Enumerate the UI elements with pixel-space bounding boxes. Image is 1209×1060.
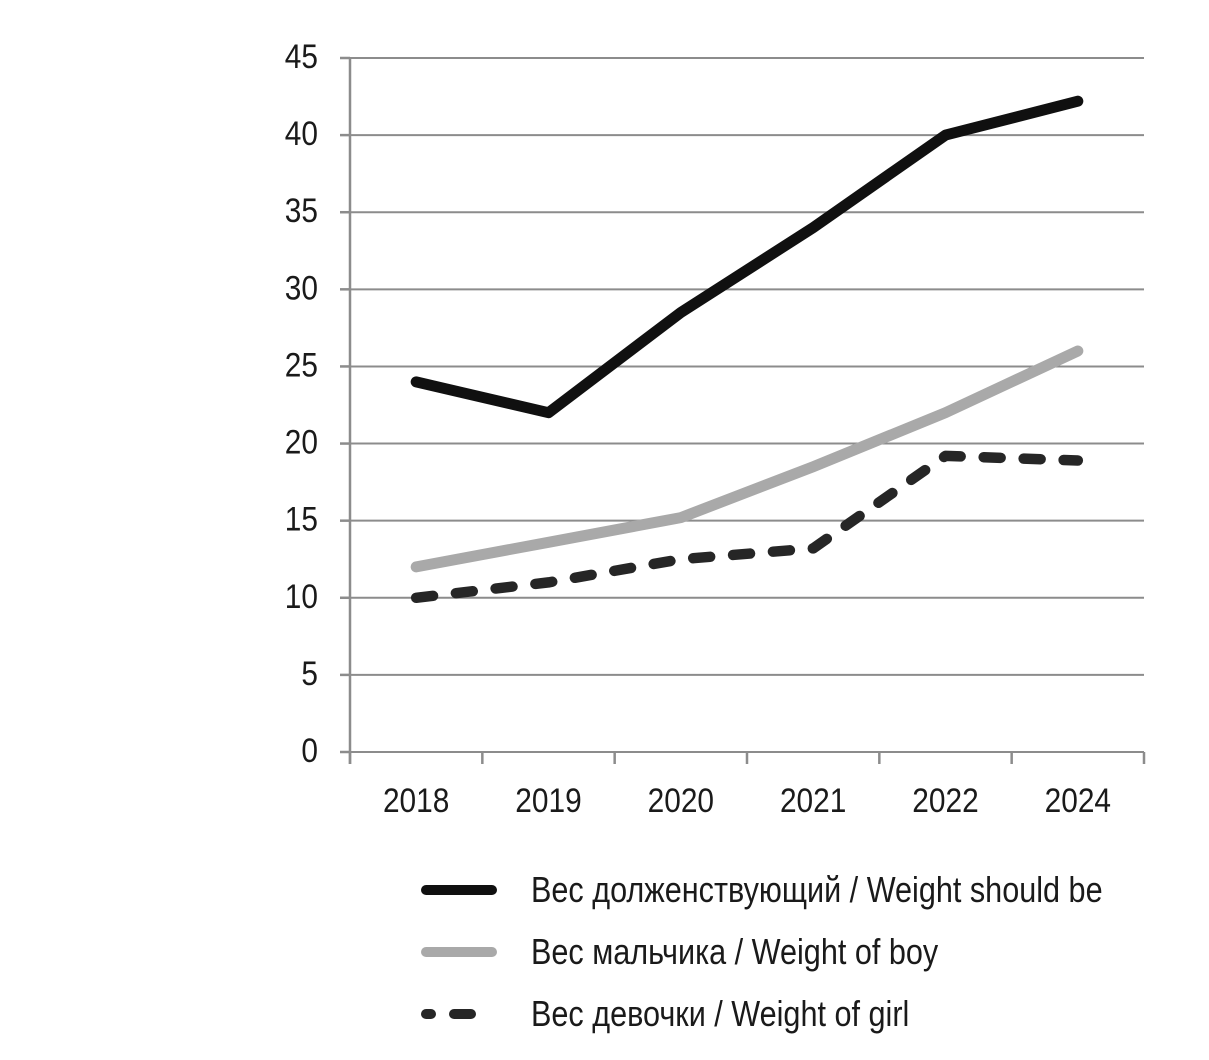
legend-item-weight-of-girl: Вес девочки / Weight of girl — [420, 993, 1203, 1035]
y-tick-label: 40 — [285, 115, 318, 153]
x-tick-label: 2019 — [515, 782, 581, 820]
y-tick-label: 0 — [301, 732, 318, 770]
x-tick-label: 2021 — [780, 782, 846, 820]
legend-swatch-weight-should-be-icon — [421, 885, 497, 895]
y-tick-label: 10 — [285, 578, 318, 616]
x-tick-label: 2022 — [912, 782, 978, 820]
y-tick-label: 20 — [285, 424, 318, 462]
y-tick-label: 25 — [285, 346, 318, 384]
y-tick-label: 15 — [285, 501, 318, 539]
legend-label-weight-should-be: Вес долженствующий / Weight should be — [531, 869, 1103, 910]
x-tick-label: 2020 — [648, 782, 714, 820]
x-tick-label: 2018 — [383, 782, 449, 820]
y-tick-label: 45 — [285, 38, 318, 76]
y-tick-label: 35 — [285, 192, 318, 230]
series-line-weight-of-boy — [410, 345, 1084, 573]
legend-item-weight-of-boy: Вес мальчика / Weight of boy — [420, 931, 1203, 973]
legend-swatch-weight-of-boy-icon — [421, 947, 497, 957]
x-tick-label: 2024 — [1045, 782, 1111, 820]
y-tick-label: 5 — [301, 655, 318, 693]
legend-label-weight-of-girl: Вес девочки / Weight of girl — [531, 993, 910, 1034]
y-tick-label: 30 — [285, 269, 318, 307]
legend-item-weight-should-be: Вес долженствующий / Weight should be — [420, 869, 1203, 911]
chart-legend: Вес долженствующий / Weight should be Ве… — [420, 869, 1203, 1035]
series-line-weight-of-girl — [410, 450, 1084, 604]
legend-swatch-weight-of-girl-icon — [421, 1009, 497, 1019]
legend-label-weight-of-boy: Вес мальчика / Weight of boy — [531, 931, 939, 972]
series-line-weight-should-be — [410, 95, 1084, 419]
